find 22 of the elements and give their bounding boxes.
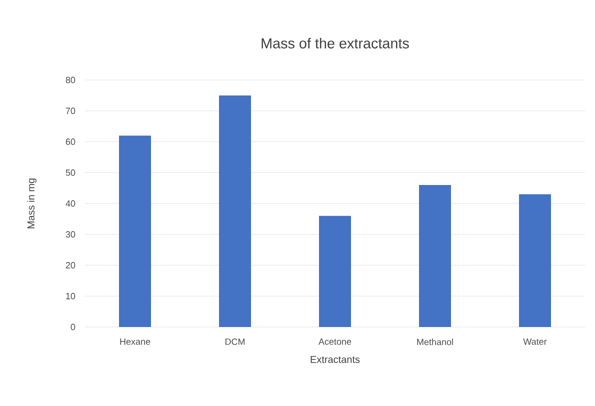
bar [518,194,551,327]
y-tick-label: 10 [66,292,76,300]
y-tick-label: 30 [66,231,76,238]
x-tick-label: Acetone [318,338,352,345]
bar [119,136,152,327]
x-tick-label: Hexane [120,338,150,345]
bar [319,216,351,327]
y-tick-label: 80 [66,76,76,84]
x-tick-label: Methanol [417,338,453,346]
x-axis-title: Extractants [310,356,360,363]
x-tick-label: Water [523,338,547,345]
y-tick-label: 60 [66,138,76,145]
y-axis-title: Mass in mg [27,178,36,228]
chart-title: Mass of the extractants [262,38,409,48]
bar [219,95,252,327]
y-tick-label: 70 [66,108,76,114]
y-tick-label: 0 [70,324,76,330]
y-tick-label: 40 [66,200,76,207]
x-tick-label: DCM [225,338,245,345]
y-tick-label: 20 [66,262,76,268]
bar [419,184,451,327]
y-tick-label: 50 [66,169,76,176]
